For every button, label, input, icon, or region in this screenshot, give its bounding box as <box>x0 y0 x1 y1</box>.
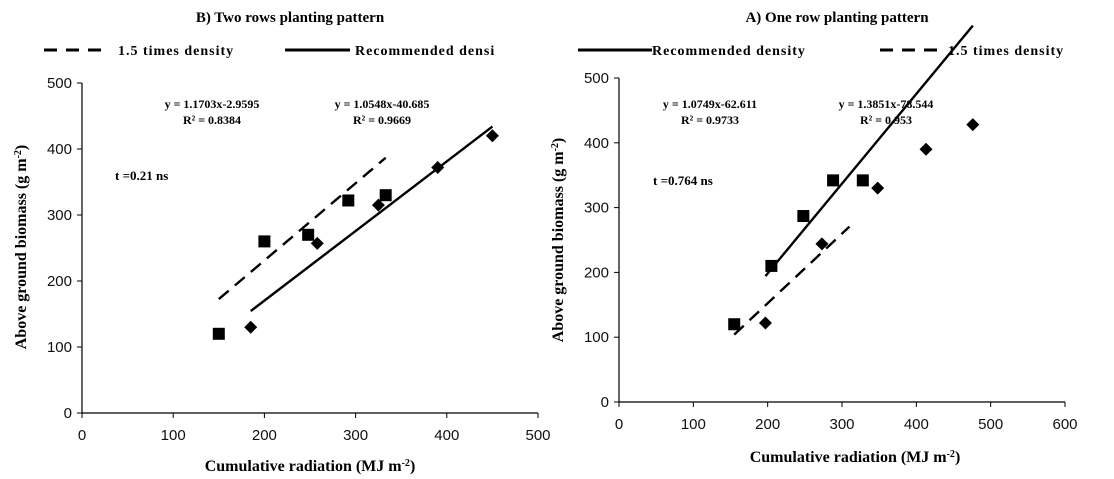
data-point-diamond <box>871 181 885 195</box>
x-tick-label: 0 <box>78 427 86 444</box>
data-point-diamond <box>310 236 324 250</box>
trend-r2: R² = 0.9733 <box>681 113 739 127</box>
t-test-annotation: t =0.21 ns <box>115 168 168 183</box>
data-point-square <box>728 318 741 331</box>
data-point-square <box>856 174 869 187</box>
data-point-square <box>797 210 810 223</box>
data-point-diamond <box>485 129 499 143</box>
y-tick-label: 200 <box>47 273 72 290</box>
data-point-diamond <box>758 316 772 330</box>
y-tick-label: 100 <box>47 339 72 356</box>
x-tick-label: 400 <box>434 427 459 444</box>
chart-title: B) Two rows planting pattern <box>196 10 385 26</box>
data-point-square <box>379 189 392 202</box>
y-axis-title: Above ground biomass (g m-2) <box>550 138 568 343</box>
trend-equation: y = 1.0548x-40.685 <box>335 97 430 111</box>
x-tick-label: 200 <box>252 427 277 444</box>
y-tick-label: 500 <box>584 70 609 87</box>
x-tick-label: 0 <box>615 416 623 433</box>
data-point-square <box>342 194 355 207</box>
legend-label: Recommended densi <box>355 44 495 59</box>
data-point-square <box>302 228 315 241</box>
data-point-diamond <box>371 198 385 212</box>
x-axis-title: Cumulative radiation (MJ m-2) <box>205 458 416 476</box>
chart-one-row: A) One row planting pattern Recommended … <box>550 10 1078 466</box>
trendline <box>218 156 387 301</box>
y-tick-label: 300 <box>584 200 609 217</box>
trend-equation: y = 1.0749x-62.611 <box>663 97 757 111</box>
x-tick-label: 500 <box>525 427 550 444</box>
y-axis-title: Above ground biomass (g m-2) <box>13 145 31 350</box>
t-test-annotation: t =0.764 ns <box>653 173 713 188</box>
x-tick-label: 500 <box>978 416 1003 433</box>
data-point-square <box>212 327 225 340</box>
legend-label: 1.5 times density <box>948 44 1064 59</box>
data-point-diamond <box>966 118 980 132</box>
trendline <box>249 125 494 313</box>
y-tick-label: 400 <box>584 135 609 152</box>
legend-label: 1.5 times density <box>118 44 234 59</box>
x-tick-label: 100 <box>161 427 186 444</box>
trendline <box>764 24 974 277</box>
y-tick-label: 500 <box>47 75 72 92</box>
x-tick-label: 100 <box>681 416 706 433</box>
trend-r2: R² = 0.953 <box>860 113 912 127</box>
x-tick-label: 400 <box>904 416 929 433</box>
x-axis-title: Cumulative radiation (MJ m-2) <box>750 449 961 467</box>
data-point-square <box>765 259 778 272</box>
trend-equation: y = 1.3851x-78.544 <box>839 97 934 111</box>
y-tick-label: 300 <box>47 207 72 224</box>
chart-title: A) One row planting pattern <box>745 10 929 26</box>
legend-label: Recommended density <box>652 44 806 59</box>
x-tick-label: 200 <box>755 416 780 433</box>
trend-r2: R² = 0.9669 <box>353 113 411 127</box>
legend: 1.5 times density Recommended densi <box>44 44 495 59</box>
data-point-diamond <box>815 237 829 251</box>
legend: Recommended density 1.5 times density <box>578 44 1064 59</box>
data-point-diamond <box>244 320 258 334</box>
trend-r2: R² = 0.8384 <box>183 113 241 127</box>
x-tick-label: 300 <box>829 416 854 433</box>
x-tick-label: 600 <box>1052 416 1077 433</box>
y-tick-label: 0 <box>601 394 609 411</box>
y-tick-label: 100 <box>584 329 609 346</box>
y-tick-label: 200 <box>584 264 609 281</box>
data-point-square <box>258 235 271 248</box>
trendline <box>733 225 851 336</box>
trend-equation: y = 1.1703x-2.9595 <box>165 97 260 111</box>
y-tick-label: 400 <box>47 141 72 158</box>
x-tick-label: 300 <box>343 427 368 444</box>
data-point-diamond <box>431 160 445 174</box>
chart-two-rows: B) Two rows planting pattern 1.5 times d… <box>13 10 551 475</box>
data-point-diamond <box>919 142 933 156</box>
y-tick-label: 0 <box>64 405 72 422</box>
data-point-square <box>827 174 840 187</box>
